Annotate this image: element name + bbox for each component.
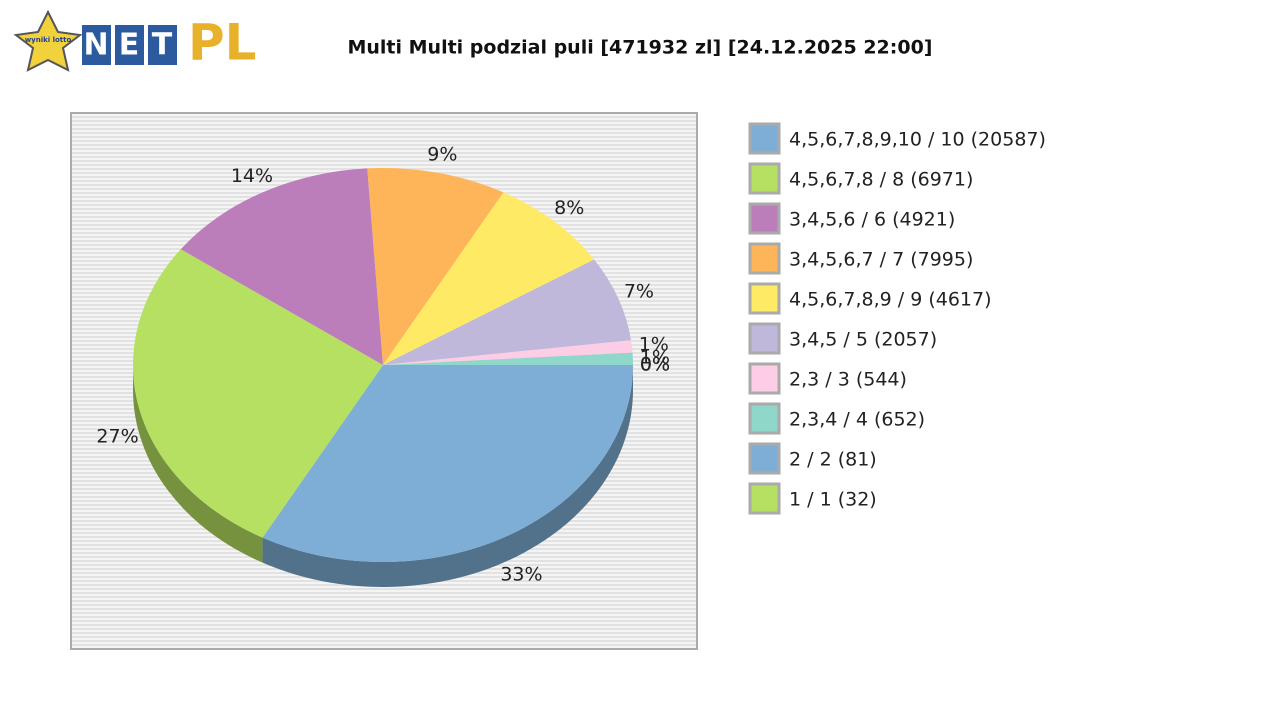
slice: [383, 352, 633, 365]
logo-star: [13, 9, 83, 72]
legend-label: 1 / 1 (32): [789, 489, 877, 511]
logo-letter: E: [119, 28, 140, 63]
legend-swatch: [748, 122, 781, 155]
logo: wyniki lotto N E T PL: [13, 9, 257, 72]
legend-swatch: [748, 162, 781, 195]
legend-label: 4,5,6,7,8,9,10 / 10 (20587): [789, 129, 1046, 151]
legend-swatch: [748, 282, 781, 315]
slice: [180, 168, 383, 365]
legend-label: 3,4,5,6,7 / 7 (7995): [789, 249, 973, 271]
slice: [133, 249, 383, 538]
legend-swatch: [748, 202, 781, 235]
slice-label: 1%: [640, 347, 670, 369]
logo-letter: T: [152, 28, 173, 63]
slice-label: 27%: [96, 425, 138, 447]
legend-label: 2 / 2 (81): [789, 449, 877, 471]
legend-label: 4,5,6,7,8,9 / 9 (4617): [789, 289, 992, 311]
legend-swatch: [748, 442, 781, 475]
slice-label: 0%: [640, 354, 670, 376]
logo-box: [148, 25, 177, 65]
slice-label: 14%: [231, 165, 273, 187]
logo-letter: N: [83, 28, 108, 63]
slice-label: 33%: [500, 564, 542, 586]
slice: [383, 192, 595, 365]
legend-label: 4,5,6,7,8 / 8 (6971): [789, 169, 973, 191]
slice: [383, 259, 632, 365]
legend-label: 2,3,4 / 4 (652): [789, 409, 925, 431]
legend-label: 3,4,5 / 5 (2057): [789, 329, 937, 351]
slice-side: [133, 365, 263, 563]
slice: [262, 365, 633, 562]
slice-label: 7%: [624, 281, 654, 303]
slice-label: 1%: [639, 333, 669, 355]
legend-swatch: [748, 242, 781, 275]
legend-swatch: [748, 362, 781, 395]
slice: [383, 340, 633, 365]
legend-swatch: [748, 322, 781, 355]
logo-badge: wyniki lotto: [25, 36, 72, 44]
legend-swatch: [748, 402, 781, 435]
logo-box: [82, 25, 111, 65]
legend-label: 2,3 / 3 (544): [789, 369, 907, 391]
slice-label: 8%: [554, 197, 584, 219]
slice-label: 9%: [427, 144, 457, 166]
slice-label: 0%: [640, 354, 670, 376]
logo-suffix: PL: [188, 14, 257, 72]
slice: [367, 168, 504, 365]
legend: 4,5,6,7,8,9,10 / 10 (20587) 4,5,6,7,8 / 8…: [748, 122, 1046, 515]
logo-box: [115, 25, 144, 65]
pie: 33%27%14%9%8%7%1%1%0%0%: [96, 144, 670, 588]
legend-label: 3,4,5,6 / 6 (4921): [789, 209, 955, 231]
legend-swatch: [748, 482, 781, 515]
chart-title: Multi Multi podzial puli [471932 zl] [24…: [347, 37, 932, 59]
slice-side: [262, 365, 633, 588]
